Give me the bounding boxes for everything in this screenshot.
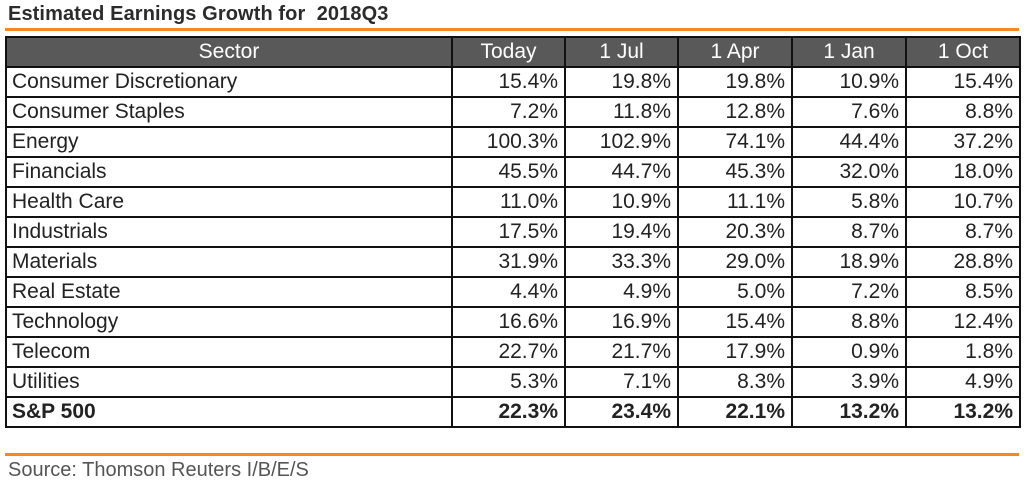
value-cell: 5.0%	[677, 276, 793, 308]
value-cell: 22.1%	[677, 396, 793, 428]
value-cell: 12.8%	[677, 96, 793, 128]
value-cell: 16.9%	[564, 306, 679, 338]
value-cell: 7.2%	[451, 96, 566, 128]
earnings-growth-table: Sector Today 1 Jul 1 Apr 1 Jan 1 Oct Con…	[5, 36, 1021, 428]
value-cell: 100.3%	[451, 126, 566, 158]
table-row: Utilities 5.3% 7.1% 8.3% 3.9% 4.9%	[5, 366, 1021, 398]
sector-cell: Real Estate	[5, 276, 453, 308]
table-row: Materials 31.9% 33.3% 29.0% 18.9% 28.8%	[5, 246, 1021, 278]
value-cell: 33.3%	[564, 246, 679, 278]
value-cell: 22.3%	[451, 396, 566, 428]
table-row: Energy 100.3% 102.9% 74.1% 44.4% 37.2%	[5, 126, 1021, 158]
value-cell: 12.4%	[905, 306, 1021, 338]
column-header-1-jul: 1 Jul	[564, 36, 679, 68]
bottom-accent-rule	[5, 453, 1019, 456]
value-cell: 19.8%	[677, 66, 793, 98]
value-cell: 8.8%	[905, 96, 1021, 128]
value-cell: 32.0%	[791, 156, 907, 188]
sector-cell: Consumer Staples	[5, 96, 453, 128]
value-cell: 11.1%	[677, 186, 793, 218]
value-cell: 8.7%	[905, 216, 1021, 248]
value-cell: 44.4%	[791, 126, 907, 158]
value-cell: 18.9%	[791, 246, 907, 278]
sector-cell: Industrials	[5, 216, 453, 248]
value-cell: 44.7%	[564, 156, 679, 188]
sector-cell: Telecom	[5, 336, 453, 368]
value-cell: 10.9%	[564, 186, 679, 218]
sector-cell: Consumer Discretionary	[5, 66, 453, 98]
table-header-row: Sector Today 1 Jul 1 Apr 1 Jan 1 Oct	[5, 36, 1021, 68]
value-cell: 37.2%	[905, 126, 1021, 158]
table-row: Consumer Staples 7.2% 11.8% 12.8% 7.6% 8.8%	[5, 96, 1021, 128]
value-cell: 74.1%	[677, 126, 793, 158]
table-row: Telecom 22.7% 21.7% 17.9% 0.9% 1.8%	[5, 336, 1021, 368]
value-cell: 4.4%	[451, 276, 566, 308]
total-row: S&P 500 22.3% 23.4% 22.1% 13.2% 13.2%	[5, 396, 1021, 428]
value-cell: 17.9%	[677, 336, 793, 368]
value-cell: 18.0%	[905, 156, 1021, 188]
value-cell: 16.6%	[451, 306, 566, 338]
sector-cell: Technology	[5, 306, 453, 338]
value-cell: 19.4%	[564, 216, 679, 248]
value-cell: 22.7%	[451, 336, 566, 368]
value-cell: 31.9%	[451, 246, 566, 278]
column-header-1-apr: 1 Apr	[677, 36, 793, 68]
value-cell: 0.9%	[791, 336, 907, 368]
value-cell: 15.4%	[677, 306, 793, 338]
value-cell: 13.2%	[905, 396, 1021, 428]
value-cell: 45.3%	[677, 156, 793, 188]
value-cell: 3.9%	[791, 366, 907, 398]
value-cell: 19.8%	[564, 66, 679, 98]
sector-cell: S&P 500	[5, 396, 453, 428]
value-cell: 23.4%	[564, 396, 679, 428]
table-row: Consumer Discretionary 15.4% 19.8% 19.8% 10.…	[5, 66, 1021, 98]
value-cell: 20.3%	[677, 216, 793, 248]
column-header-1-jan: 1 Jan	[791, 36, 907, 68]
table-row: Real Estate 4.4% 4.9% 5.0% 7.2% 8.5%	[5, 276, 1021, 308]
value-cell: 7.1%	[564, 366, 679, 398]
sector-cell: Financials	[5, 156, 453, 188]
source-note: Source: Thomson Reuters I/B/E/S	[8, 459, 309, 481]
column-header-sector: Sector	[5, 36, 453, 68]
table-body: Consumer Discretionary 15.4% 19.8% 19.8% 10.…	[5, 66, 1021, 428]
table-row: Technology 16.6% 16.9% 15.4% 8.8% 12.4%	[5, 306, 1021, 338]
value-cell: 1.8%	[905, 336, 1021, 368]
value-cell: 21.7%	[564, 336, 679, 368]
value-cell: 8.8%	[791, 306, 907, 338]
value-cell: 7.6%	[791, 96, 907, 128]
title-accent-rule	[5, 28, 1019, 31]
value-cell: 10.9%	[791, 66, 907, 98]
value-cell: 45.5%	[451, 156, 566, 188]
value-cell: 7.2%	[791, 276, 907, 308]
value-cell: 4.9%	[905, 366, 1021, 398]
value-cell: 17.5%	[451, 216, 566, 248]
value-cell: 28.8%	[905, 246, 1021, 278]
table-row: Financials 45.5% 44.7% 45.3% 32.0% 18.0%	[5, 156, 1021, 188]
sector-cell: Materials	[5, 246, 453, 278]
sector-cell: Energy	[5, 126, 453, 158]
value-cell: 8.7%	[791, 216, 907, 248]
value-cell: 8.3%	[677, 366, 793, 398]
page-title: Estimated Earnings Growth for 2018Q3	[8, 3, 389, 25]
value-cell: 5.3%	[451, 366, 566, 398]
value-cell: 11.8%	[564, 96, 679, 128]
value-cell: 5.8%	[791, 186, 907, 218]
column-header-today: Today	[451, 36, 566, 68]
sector-cell: Health Care	[5, 186, 453, 218]
table-row: Industrials 17.5% 19.4% 20.3% 8.7% 8.7%	[5, 216, 1021, 248]
value-cell: 102.9%	[564, 126, 679, 158]
column-header-1-oct: 1 Oct	[905, 36, 1021, 68]
value-cell: 10.7%	[905, 186, 1021, 218]
table-row: Health Care 11.0% 10.9% 11.1% 5.8% 10.7%	[5, 186, 1021, 218]
value-cell: 13.2%	[791, 396, 907, 428]
value-cell: 29.0%	[677, 246, 793, 278]
value-cell: 15.4%	[451, 66, 566, 98]
sector-cell: Utilities	[5, 366, 453, 398]
value-cell: 11.0%	[451, 186, 566, 218]
value-cell: 4.9%	[564, 276, 679, 308]
value-cell: 8.5%	[905, 276, 1021, 308]
value-cell: 15.4%	[905, 66, 1021, 98]
